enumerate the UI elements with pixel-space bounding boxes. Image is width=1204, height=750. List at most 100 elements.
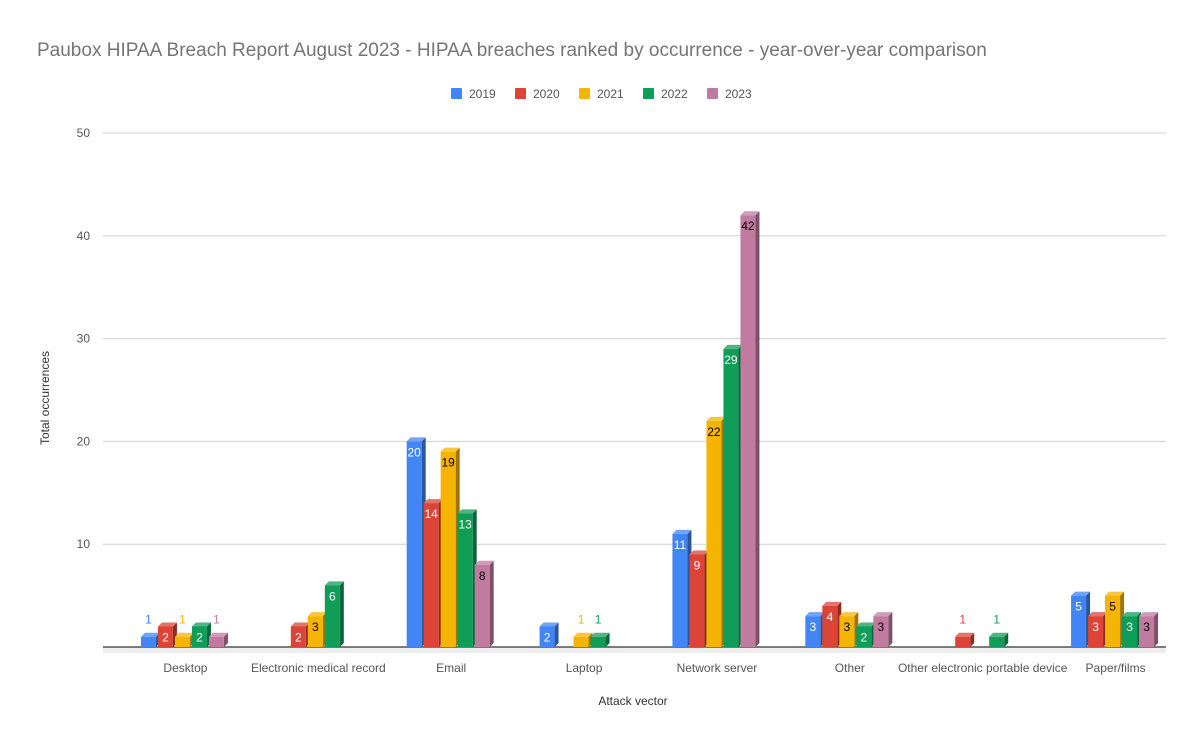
bar-top — [307, 612, 327, 617]
bar-top — [873, 612, 893, 617]
bar-top — [539, 622, 559, 627]
bar-side — [605, 632, 610, 647]
bar-top — [457, 509, 477, 514]
bar-2021-other: 3 — [839, 612, 859, 647]
bar-top — [208, 632, 228, 637]
data-label: 5 — [1109, 600, 1116, 614]
bar-face — [573, 636, 589, 647]
data-label: 2 — [860, 630, 867, 644]
bar-face — [539, 626, 555, 647]
bar-top — [1071, 591, 1091, 596]
data-label: 3 — [843, 620, 850, 634]
y-tick-label: 50 — [77, 126, 91, 140]
data-label: 6 — [329, 589, 336, 603]
data-label: 2 — [544, 630, 551, 644]
x-tick-label: Network server — [677, 661, 758, 675]
data-label: 5 — [1075, 600, 1082, 614]
bar-top — [1105, 591, 1125, 596]
bar-face — [873, 616, 889, 647]
bar-2021-paper-films: 5 — [1105, 591, 1125, 647]
bar-2022-email: 13 — [457, 509, 477, 647]
legend-swatch-2019 — [451, 88, 462, 99]
bar-top — [989, 632, 1009, 637]
data-label: 1 — [145, 613, 152, 627]
bar-top — [474, 560, 494, 565]
bar-2022-desktop: 2 — [191, 622, 211, 647]
bar-face — [839, 616, 855, 647]
bar-face — [1105, 595, 1121, 647]
bar-face — [307, 616, 323, 647]
bar-face — [822, 605, 838, 647]
bar-top — [406, 437, 426, 442]
bar-face — [174, 636, 190, 647]
y-axis-label: Total occurrences — [38, 351, 52, 445]
bar-2023-desktop: 1 — [208, 613, 228, 647]
data-label: 2 — [162, 630, 169, 644]
bar-face — [1088, 616, 1104, 647]
bar-top — [1122, 612, 1142, 617]
legend-swatch-2023 — [707, 88, 718, 99]
bar-face — [989, 636, 1005, 647]
bar-face — [1071, 595, 1087, 647]
bar-2019-paper-films: 5 — [1071, 591, 1091, 647]
data-label: 11 — [674, 538, 687, 552]
data-label: 22 — [707, 425, 721, 439]
data-label: 14 — [425, 507, 439, 521]
x-tick-label: Email — [436, 661, 466, 675]
data-label: 3 — [1126, 620, 1133, 634]
y-tick-label: 10 — [77, 537, 91, 551]
bar-2022-other: 2 — [856, 622, 876, 647]
data-label: 3 — [1092, 620, 1099, 634]
bar-side — [1004, 632, 1009, 647]
data-label: 42 — [741, 219, 755, 233]
bar-face — [955, 636, 971, 647]
legend-label-2021: 2021 — [597, 87, 624, 101]
x-tick-label: Paper/films — [1086, 661, 1146, 675]
bar-2020-other: 4 — [822, 601, 842, 647]
data-label: 1 — [213, 613, 220, 627]
bar-face — [208, 636, 224, 647]
legend-swatch-2021 — [579, 88, 590, 99]
data-label: 9 — [694, 558, 701, 572]
bar-2019-other: 3 — [805, 612, 825, 647]
bar-side — [755, 211, 760, 648]
bar-face — [140, 636, 156, 647]
bar-2020-other-electronic-portable-device: 1 — [955, 613, 975, 647]
bar-2023-other: 3 — [873, 612, 893, 647]
x-tick-labels: Desktop Electronic medical record Email Lap… — [163, 661, 1145, 675]
bar-top — [839, 612, 859, 617]
data-label: 3 — [1143, 620, 1150, 634]
x-axis-label: Attack vector — [598, 694, 667, 708]
data-label: 1 — [595, 613, 602, 627]
bar-top — [440, 447, 460, 452]
data-label: 29 — [724, 353, 738, 367]
bar-top — [822, 601, 842, 606]
data-label: 8 — [479, 569, 486, 583]
bar-top — [1088, 612, 1108, 617]
legend-label-2022: 2022 — [661, 87, 688, 101]
bar-face — [590, 636, 606, 647]
bar-side — [1154, 612, 1159, 647]
bar-face — [1122, 616, 1138, 647]
chart-title: Paubox HIPAA Breach Report August 2023 -… — [37, 40, 987, 61]
bar-face — [423, 503, 439, 647]
data-label: 19 — [442, 456, 456, 470]
bar-face — [672, 533, 688, 647]
bar-face — [805, 616, 821, 647]
bar-2019-desktop: 1 — [140, 613, 160, 647]
data-label: 2 — [295, 630, 302, 644]
bar-2022-electronic-medical-record: 6 — [324, 581, 344, 647]
bar-face — [440, 451, 456, 647]
legend-label-2020: 2020 — [533, 87, 560, 101]
bar-side — [970, 632, 975, 647]
data-label: 4 — [826, 610, 833, 624]
bar-top — [157, 622, 177, 627]
bar-2023-paper-films: 3 — [1139, 612, 1159, 647]
bar-2020-email: 14 — [423, 499, 443, 647]
bar-2022-network-server: 29 — [723, 344, 743, 647]
legend: 2019 2020 2021 2022 2023 — [451, 87, 752, 101]
bar-top — [706, 416, 726, 421]
bar-2023-network-server: 42 — [740, 211, 760, 648]
bar-face — [856, 626, 872, 647]
